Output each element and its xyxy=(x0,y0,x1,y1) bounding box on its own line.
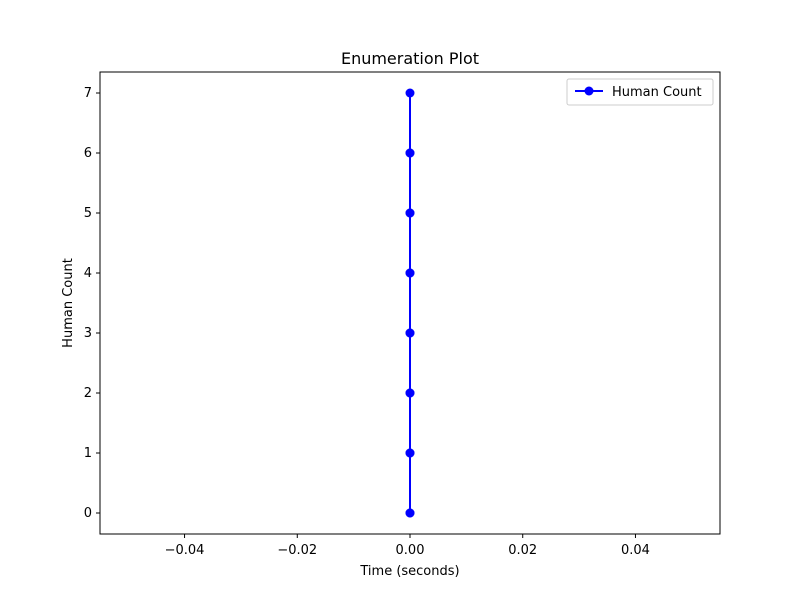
y-tick-label: 0 xyxy=(84,506,92,521)
x-tick-label: 0.00 xyxy=(396,543,425,558)
y-tick-label: 6 xyxy=(84,146,92,161)
x-tick-label: 0.04 xyxy=(621,543,650,558)
legend-box xyxy=(566,78,714,106)
y-tick-label: 1 xyxy=(84,446,92,461)
series-point xyxy=(405,268,415,278)
chart-title: Enumeration Plot xyxy=(341,49,479,68)
x-tick-label: −0.04 xyxy=(165,543,205,558)
legend-marker xyxy=(584,86,594,96)
series-point xyxy=(405,388,415,398)
series-layer xyxy=(405,88,415,518)
x-tick-label: −0.02 xyxy=(277,543,317,558)
series-point xyxy=(405,508,415,518)
series-point xyxy=(405,148,415,158)
y-tick-label: 7 xyxy=(84,86,92,101)
series-point xyxy=(405,88,415,98)
series-point xyxy=(405,328,415,338)
series-point xyxy=(405,448,415,458)
y-tick-label: 5 xyxy=(84,206,92,221)
y-tick-label: 2 xyxy=(84,386,92,401)
y-tick-label: 3 xyxy=(84,326,92,341)
x-tick-label: 0.02 xyxy=(508,543,537,558)
legend-label-human-count: Human Count xyxy=(612,85,702,100)
y-tick-label: 4 xyxy=(84,266,92,281)
series-point xyxy=(405,208,415,218)
y-axis: 0 1 2 3 4 5 6 7 xyxy=(84,86,100,521)
x-axis: −0.04 −0.02 0.00 0.02 0.04 xyxy=(165,534,650,558)
x-axis-label: Time (seconds) xyxy=(359,564,459,579)
y-axis-label: Human Count xyxy=(61,258,76,348)
legend: Human Count xyxy=(566,78,714,106)
